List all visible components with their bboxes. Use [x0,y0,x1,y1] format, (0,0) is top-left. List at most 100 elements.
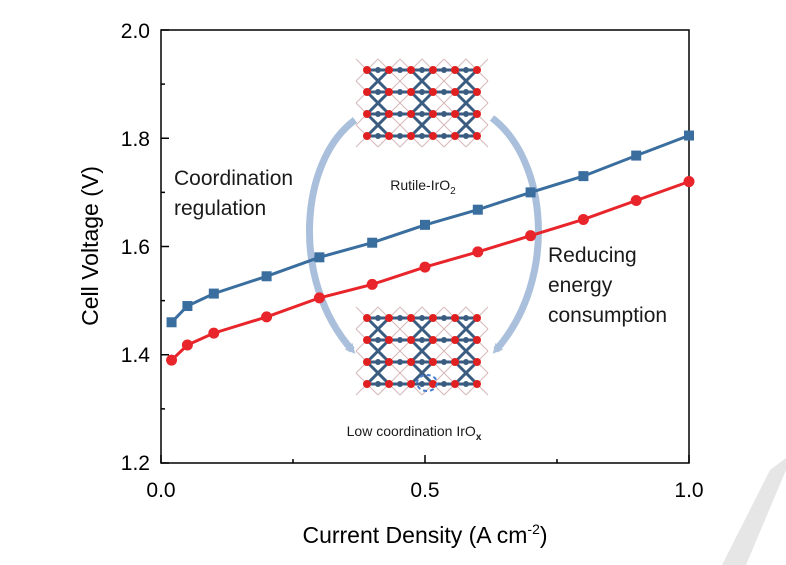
oxygen-atom [385,88,393,96]
iridium-atom [397,133,403,139]
iridium-atom [375,111,381,117]
left-curved-arrow [305,117,358,354]
oxygen-atom [363,358,371,366]
ir-o-bond [365,112,391,138]
right-annotation-line: energy [548,274,613,297]
oxygen-atom [473,336,481,344]
oxygen-atom [363,88,371,96]
data-point-low-coordination-irox [261,311,273,323]
iridium-atom [375,89,381,95]
data-point-low-coordination-irox [419,261,431,273]
right-curved-arrow [489,115,542,354]
iridium-atom [419,315,425,321]
iridium-atom [441,111,447,117]
data-point-rutile-iro2 [261,271,272,282]
iridium-atom [375,337,381,343]
oxygen-atom [385,358,393,366]
oxygen-atom [429,88,437,96]
iridium-atom [375,381,381,387]
top-structure-label: Rutile-IrO2 [390,177,456,197]
iridium-atom [375,67,381,73]
data-point-rutile-iro2 [166,317,177,328]
ir-o-bond [365,360,391,386]
y-tick-label: 1.8 [121,128,150,151]
oxygen-atom [473,110,481,118]
oxygen-atom [407,110,415,118]
oxygen-atom [473,380,481,388]
iridium-atom [463,67,469,73]
oxygen-atom [473,132,481,140]
oxygen-atom [407,358,415,366]
iridium-atom [463,89,469,95]
ir-o-bond [409,112,435,138]
left-annotation: Coordination regulation [174,167,299,220]
oxygen-vacancy-marker [416,374,438,392]
iridium-atom [419,133,425,139]
ir-o-bond [409,316,435,342]
ir-o-bond [409,90,435,116]
series-markers-rutile-iro2 [166,130,694,328]
iridium-atom [397,315,403,321]
oxygen-atom [385,132,393,140]
data-point-low-coordination-irox [577,213,589,225]
oxygen-atom [385,314,393,322]
iridium-atom [463,315,469,321]
iridium-atom [441,381,447,387]
ir-o-bond [409,360,435,386]
iridium-atom [397,89,403,95]
iridium-atom [397,111,403,117]
oxygen-atom [363,66,371,74]
oxygen-atom [385,66,393,74]
ir-o-bond [453,90,479,116]
oxygen-atom [473,88,481,96]
data-point-rutile-iro2 [420,219,430,230]
left-annotation-line: Coordination [174,167,293,190]
iridium-atom [419,337,425,343]
oxygen-atom [385,380,393,388]
x-tick-label: 1.0 [674,479,703,502]
oxygen-atom [407,314,415,322]
data-point-rutile-iro2 [684,130,694,141]
data-point-low-coordination-irox [166,354,178,366]
iridium-atom [397,381,403,387]
ir-o-bond [409,338,435,364]
oxygen-atom [429,336,437,344]
data-point-rutile-iro2 [182,301,193,312]
oxygen-atom [451,88,459,96]
iridium-atom [375,315,381,321]
ir-o-bond [365,338,391,364]
oxygen-atom [429,314,437,322]
data-point-rutile-iro2 [367,237,378,248]
iridium-atom [397,359,403,365]
data-point-low-coordination-irox [630,194,642,206]
y-axis-title: Cell Voltage (V) [77,166,103,326]
bottom-structure-label-sub: x [476,432,482,443]
iridium-atom [463,111,469,117]
oxygen-atom [473,358,481,366]
oxygen-atom [407,88,415,96]
ir-o-bond [453,316,479,342]
oxygen-atom [451,110,459,118]
oxygen-atom [429,110,437,118]
iridium-atom [441,359,447,365]
series-markers-low-coordination-irox [166,176,695,366]
iridium-atom [463,133,469,139]
x-tick-label: 0.0 [146,479,175,502]
watermark-swoosh [722,458,786,565]
top-structure-label-main: Rutile-IrO [390,177,450,193]
iridium-atom [419,89,425,95]
iridium-atom [441,133,447,139]
oxygen-atom [429,132,437,140]
data-point-low-coordination-irox [208,327,220,339]
ir-o-bond [365,90,391,116]
oxygen-atom [385,336,393,344]
ir-o-bond [453,360,479,386]
ir-o-bond [453,112,479,138]
iridium-atom [375,359,381,365]
iridium-atom [397,67,403,73]
oxygen-atom [363,132,371,140]
right-annotation-line: consumption [548,304,667,327]
x-tick-label: 0.5 [410,479,439,502]
ir-o-bond [409,68,435,94]
